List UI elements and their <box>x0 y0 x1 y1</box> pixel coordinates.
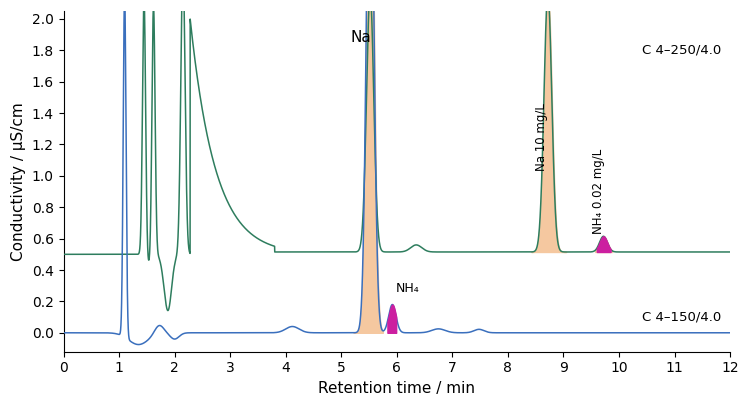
Text: NH₄: NH₄ <box>396 282 419 295</box>
Text: Na: Na <box>350 30 371 45</box>
Text: NH₄ 0.02 mg/L: NH₄ 0.02 mg/L <box>592 149 605 234</box>
Text: C 4–250/4.0: C 4–250/4.0 <box>643 44 722 57</box>
Text: Na 10 mg/L: Na 10 mg/L <box>535 103 548 171</box>
X-axis label: Retention time / min: Retention time / min <box>318 381 476 396</box>
Y-axis label: Conductivity / μS/cm: Conductivity / μS/cm <box>11 102 26 261</box>
Text: C 4–150/4.0: C 4–150/4.0 <box>643 311 722 324</box>
